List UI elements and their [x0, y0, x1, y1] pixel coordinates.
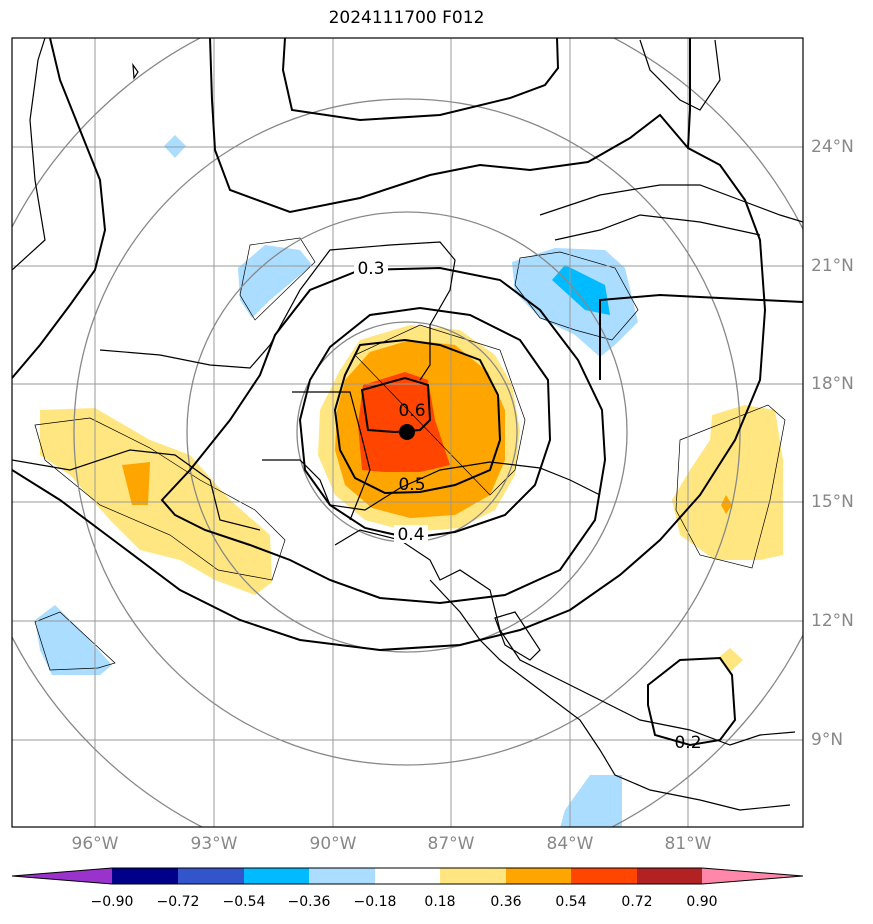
latitude-label: 21°N [811, 256, 854, 276]
contour-02 [12, 38, 767, 652]
shade-neg-sw [35, 605, 112, 675]
contour-label: 0.4 [397, 525, 424, 545]
colorbar-tick-label: 0.36 [490, 894, 522, 910]
shade-neg-cuba [512, 248, 638, 357]
storm-center-marker [399, 424, 415, 440]
contour-lines [12, 38, 803, 747]
contour-03 [160, 266, 607, 605]
colorbar-tick-label: −0.90 [90, 894, 134, 910]
latitude-label: 12°N [811, 611, 854, 631]
colorbar-tick-label: −0.72 [156, 894, 200, 910]
colorbar-segment [375, 868, 440, 884]
colorbar-segment [244, 868, 309, 884]
colorbar-segment [571, 868, 637, 884]
longitude-label: 87°W [427, 834, 475, 854]
colorbar-segment [637, 868, 702, 884]
shade-west-orange [122, 462, 150, 505]
shade-positive-054 [358, 372, 450, 472]
contour-top [281, 38, 560, 122]
longitude-label: 93°W [190, 834, 238, 854]
contour-label: 0.6 [398, 401, 425, 421]
shade-neg-south [560, 775, 622, 827]
contour-label-group: 0.3 0.6 0.5 0.4 0.2 [354, 259, 702, 753]
filled-anomaly-shading [35, 135, 783, 827]
plot-frame [11, 37, 804, 828]
shade-se-yellow [718, 648, 743, 672]
contour-05 [333, 338, 502, 495]
colorbar-tick-label: 0.18 [424, 894, 456, 910]
latitude-label: 24°N [811, 137, 854, 157]
graticule [12, 38, 803, 827]
contour-04 [298, 306, 552, 540]
colorbar-tick-label: −0.54 [222, 894, 266, 910]
contour-left [12, 38, 107, 379]
colorbar [11, 867, 804, 885]
colorbar-extend-high [702, 868, 803, 884]
colorbar-segment [178, 868, 244, 884]
colorbar-segment [112, 868, 178, 884]
shade-neg-cuba-dark [552, 265, 610, 315]
longitude-label: 81°W [664, 834, 712, 854]
colorbar-tick-label: 0.90 [686, 894, 718, 910]
longitude-label: 84°W [546, 834, 594, 854]
coastlines [12, 38, 803, 811]
colorbar-tick-label: 0.54 [555, 894, 587, 910]
latitude-label: 15°N [811, 492, 854, 512]
map-title: 2024111700 F012 [328, 8, 485, 28]
contour-label: 0.5 [398, 475, 425, 495]
latitude-label: 18°N [811, 374, 854, 394]
longitude-label: 96°W [71, 834, 119, 854]
colorbar-tick-label: 0.72 [621, 894, 653, 910]
longitude-label: 90°W [309, 834, 357, 854]
contour-label: 0.2 [674, 733, 701, 753]
shade-east-orange [721, 495, 732, 514]
colorbar-segment [506, 868, 571, 884]
contour-small-loop [647, 656, 737, 747]
colorbar-tick-label: −0.36 [287, 894, 331, 910]
contour-06 [360, 376, 432, 434]
contour-label: 0.3 [357, 259, 384, 279]
colorbar-segment [309, 868, 375, 884]
shade-east-band [672, 405, 783, 560]
colorbar-segment [440, 868, 506, 884]
shade-neg-gulf [238, 245, 312, 318]
latitude-label: 9°N [811, 730, 844, 750]
colorbar-extend-low [12, 868, 112, 884]
contour-right [599, 293, 803, 380]
colorbar-tick-label: −0.18 [353, 894, 397, 910]
range-rings [12, 38, 803, 827]
map-plot-area [12, 38, 803, 827]
contour-loop-top [209, 38, 689, 214]
